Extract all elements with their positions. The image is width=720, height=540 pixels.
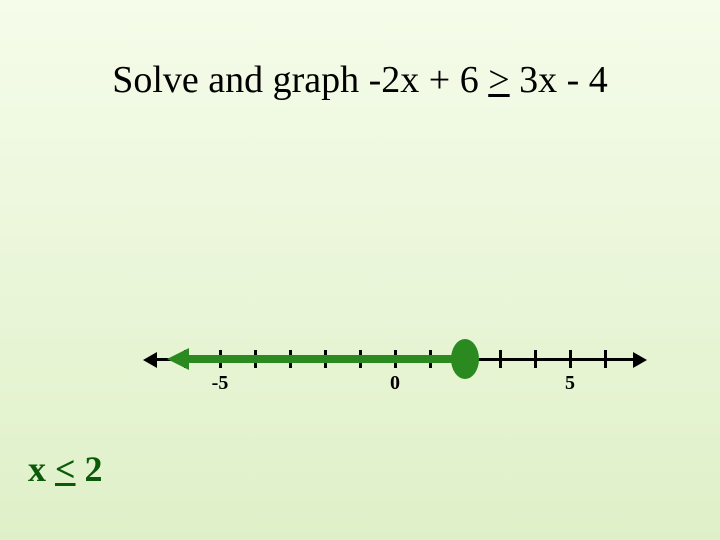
number-line: -5 0 5	[150, 330, 640, 410]
problem-title: Solve and graph -2x + 6 > 3x - 4	[0, 58, 720, 102]
tick-label: 5	[565, 372, 575, 395]
axis-arrow-right	[633, 352, 647, 368]
solution-endpoint	[451, 339, 479, 379]
tick	[499, 350, 502, 368]
tick	[604, 350, 607, 368]
tick-label: 0	[390, 372, 400, 395]
tick	[569, 350, 572, 368]
answer-var: x	[28, 449, 55, 489]
solution-text: x < 2	[28, 448, 103, 490]
title-op: >	[488, 59, 509, 101]
tick	[534, 350, 537, 368]
title-prefix: Solve and graph -2x + 6	[112, 59, 488, 101]
tick-label: -5	[212, 372, 229, 395]
answer-val: 2	[76, 449, 103, 489]
title-suffix: 3x - 4	[510, 59, 608, 101]
solution-ray-line	[185, 355, 465, 363]
answer-op: <	[55, 449, 76, 489]
solution-ray-arrow	[167, 348, 189, 370]
